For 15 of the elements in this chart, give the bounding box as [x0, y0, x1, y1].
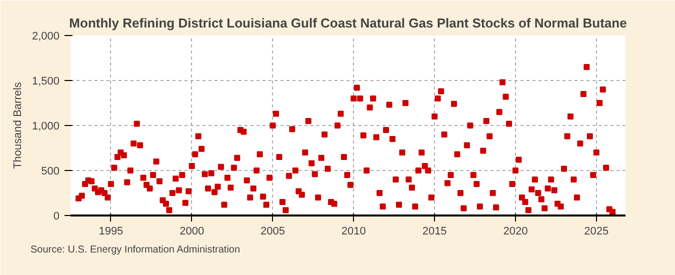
x-tick-label: 2025	[584, 226, 609, 238]
x-tick-label: 2010	[341, 226, 366, 238]
x-tick-label: 2015	[422, 226, 447, 238]
y-tick-label: 500	[41, 166, 60, 178]
y-tick-label: 1,500	[32, 76, 60, 88]
y-tick-label: 0	[53, 210, 60, 222]
x-tick-label: 2005	[260, 226, 286, 238]
x-tick-label: 2020	[503, 226, 528, 238]
x-tick-label: 2000	[180, 226, 204, 238]
y-axis-title: Thousand Barrels	[12, 82, 24, 169]
chart-title: Monthly Refining District Louisiana Gulf Coast Natural Gas Plant Stocks of Normal Butane	[69, 16, 627, 30]
x-tick-label: 1995	[98, 226, 124, 238]
source-note: Source: U.S. Energy Information Administration	[30, 244, 240, 256]
y-tick-label: 2,000	[32, 30, 60, 42]
y-tick-label: 1,000	[32, 120, 60, 132]
